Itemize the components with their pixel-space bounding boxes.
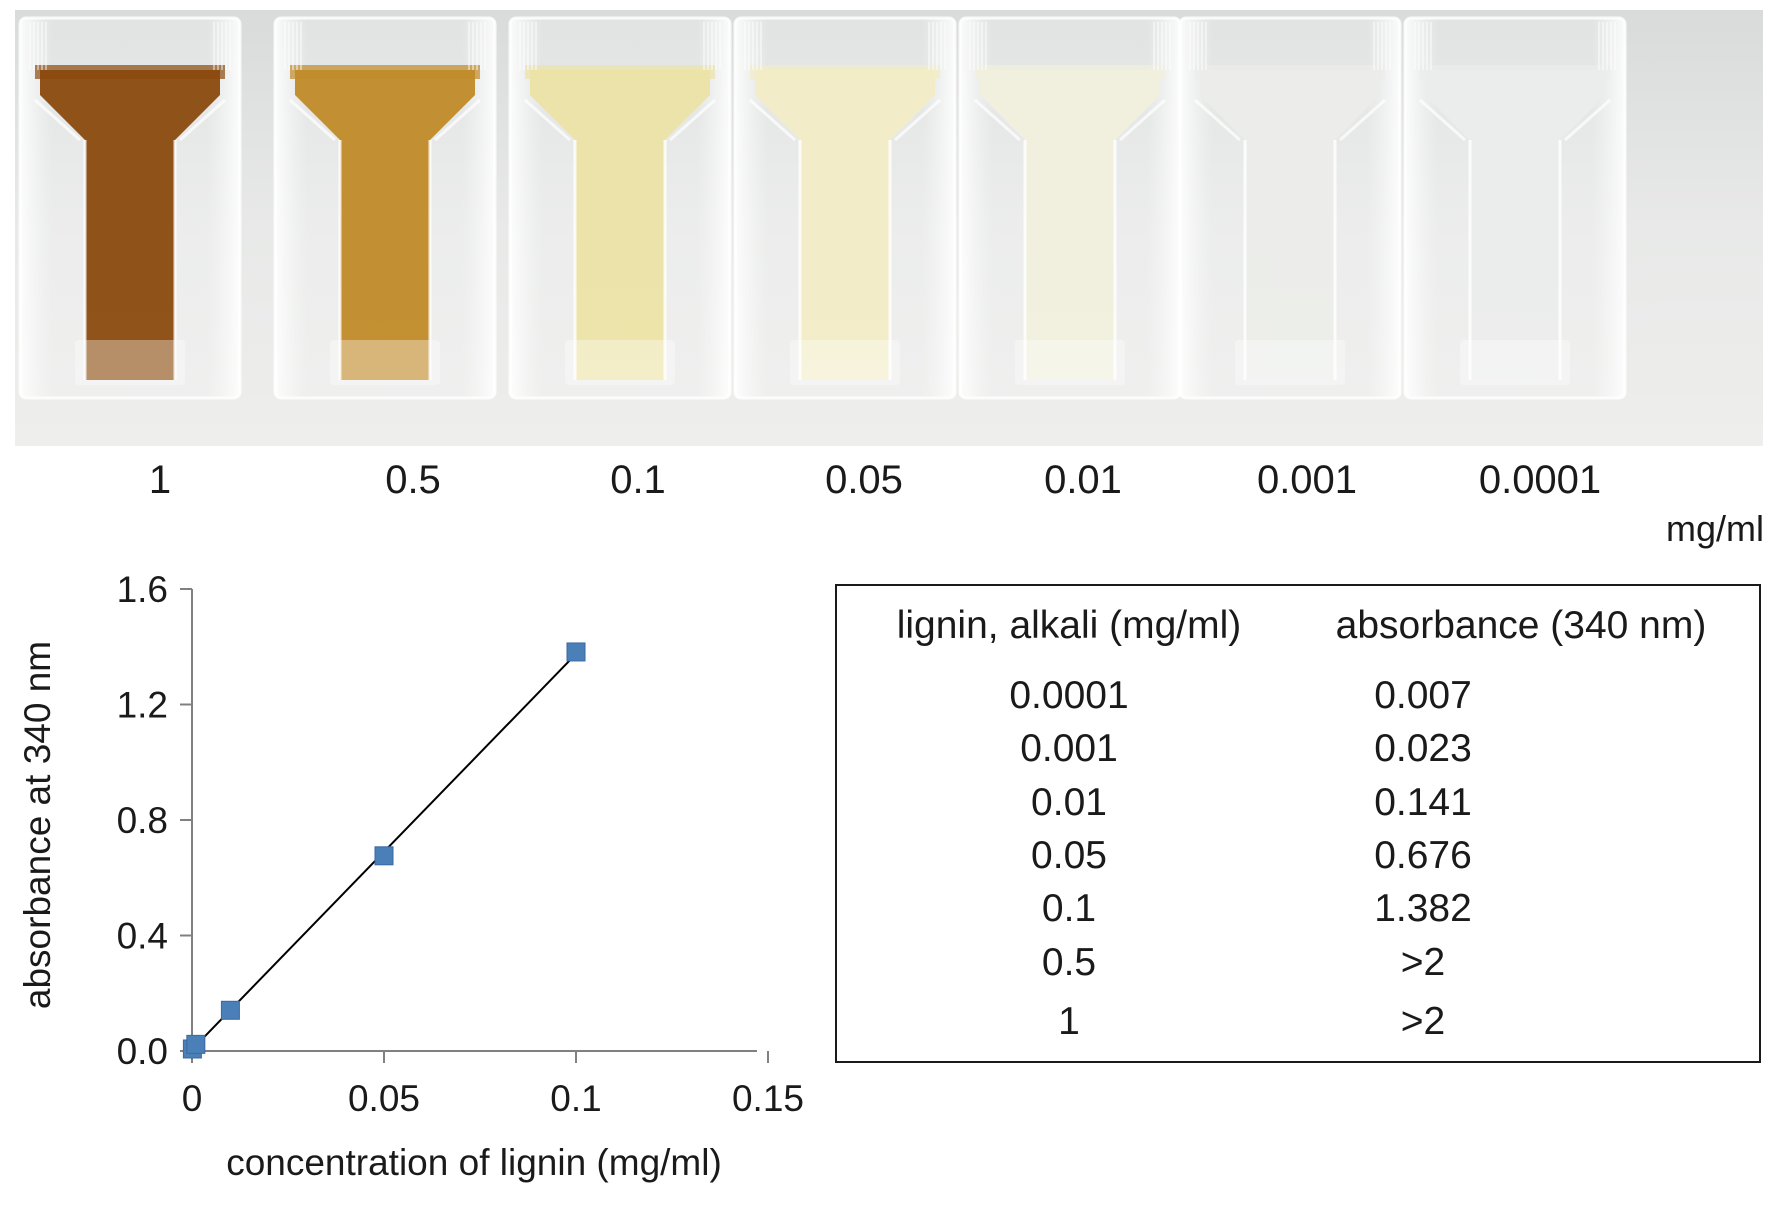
concentration-label: 0.05	[825, 458, 903, 502]
cuvette	[508, 16, 732, 400]
table-cell-absorbance: 0.007	[1374, 674, 1472, 717]
data-point	[374, 846, 394, 866]
y-tick-label: 1.6	[117, 569, 168, 610]
y-tick-label: 0.4	[117, 916, 168, 957]
y-axis-label: absorbance at 340 nm	[17, 641, 58, 1009]
y-ticks: 0.0 0.4 0.8 1.2 1.6	[117, 569, 192, 1072]
cuvette	[958, 16, 1182, 400]
table-cell-concentration: 1	[1058, 1000, 1080, 1043]
calibration-chart: 0.0 0.4 0.8 1.2 1.6 0 0.05 0.1 0.15 concentrati…	[17, 569, 804, 1183]
cuvette	[18, 16, 242, 400]
x-axis-label: concentration of lignin (mg/ml)	[226, 1142, 722, 1183]
concentration-label: 0.01	[1044, 458, 1122, 502]
table-cell-absorbance: 0.141	[1374, 781, 1472, 824]
y-tick-label: 1.2	[117, 685, 168, 726]
table-header-absorbance: absorbance (340 nm)	[1335, 604, 1707, 647]
table-cell-absorbance: 0.676	[1374, 834, 1472, 877]
table-cell-absorbance: >2	[1400, 941, 1446, 984]
unit-label: mg/ml	[1666, 508, 1764, 549]
table-cell-concentration: 0.05	[1031, 834, 1107, 877]
y-tick-label: 0.8	[117, 800, 168, 841]
concentration-label: 0.5	[385, 458, 441, 502]
data-point	[186, 1034, 206, 1054]
table-cell-concentration: 0.0001	[1009, 674, 1129, 717]
concentration-label: 0.1	[610, 458, 666, 502]
table-cell-absorbance: >2	[1400, 1000, 1446, 1043]
table-cell-concentration: 0.01	[1031, 781, 1107, 824]
data-point	[566, 642, 586, 662]
x-tick-label: 0.15	[732, 1078, 804, 1119]
x-tick-label: 0.05	[348, 1078, 420, 1119]
x-tick-label: 0	[182, 1078, 203, 1119]
cuvette	[273, 16, 497, 400]
y-tick-label: 0.0	[117, 1031, 168, 1072]
concentration-label: 0.0001	[1478, 458, 1602, 502]
table-cell-concentration: 0.1	[1041, 887, 1097, 930]
absorbance-table: lignin, alkali (mg/ml) absorbance (340 n…	[835, 584, 1761, 1063]
table-cell-absorbance: 1.382	[1374, 887, 1472, 930]
table-cell-concentration: 0.001	[1020, 727, 1118, 770]
cuvette	[733, 16, 957, 400]
concentration-label: 0.001	[1256, 458, 1358, 502]
table-cell-concentration: 0.5	[1041, 941, 1097, 984]
data-point	[220, 1000, 240, 1020]
cuvette	[1403, 16, 1627, 400]
cuvette	[1178, 16, 1402, 400]
table-header-concentration: lignin, alkali (mg/ml)	[896, 604, 1242, 647]
x-tick-label: 0.1	[550, 1078, 601, 1119]
x-ticks: 0 0.05 0.1 0.15	[182, 1051, 804, 1119]
concentration-label: 1	[148, 458, 172, 502]
cuvette-photo	[15, 10, 1763, 446]
table-cell-absorbance: 0.023	[1374, 727, 1472, 770]
data-points	[182, 642, 586, 1059]
